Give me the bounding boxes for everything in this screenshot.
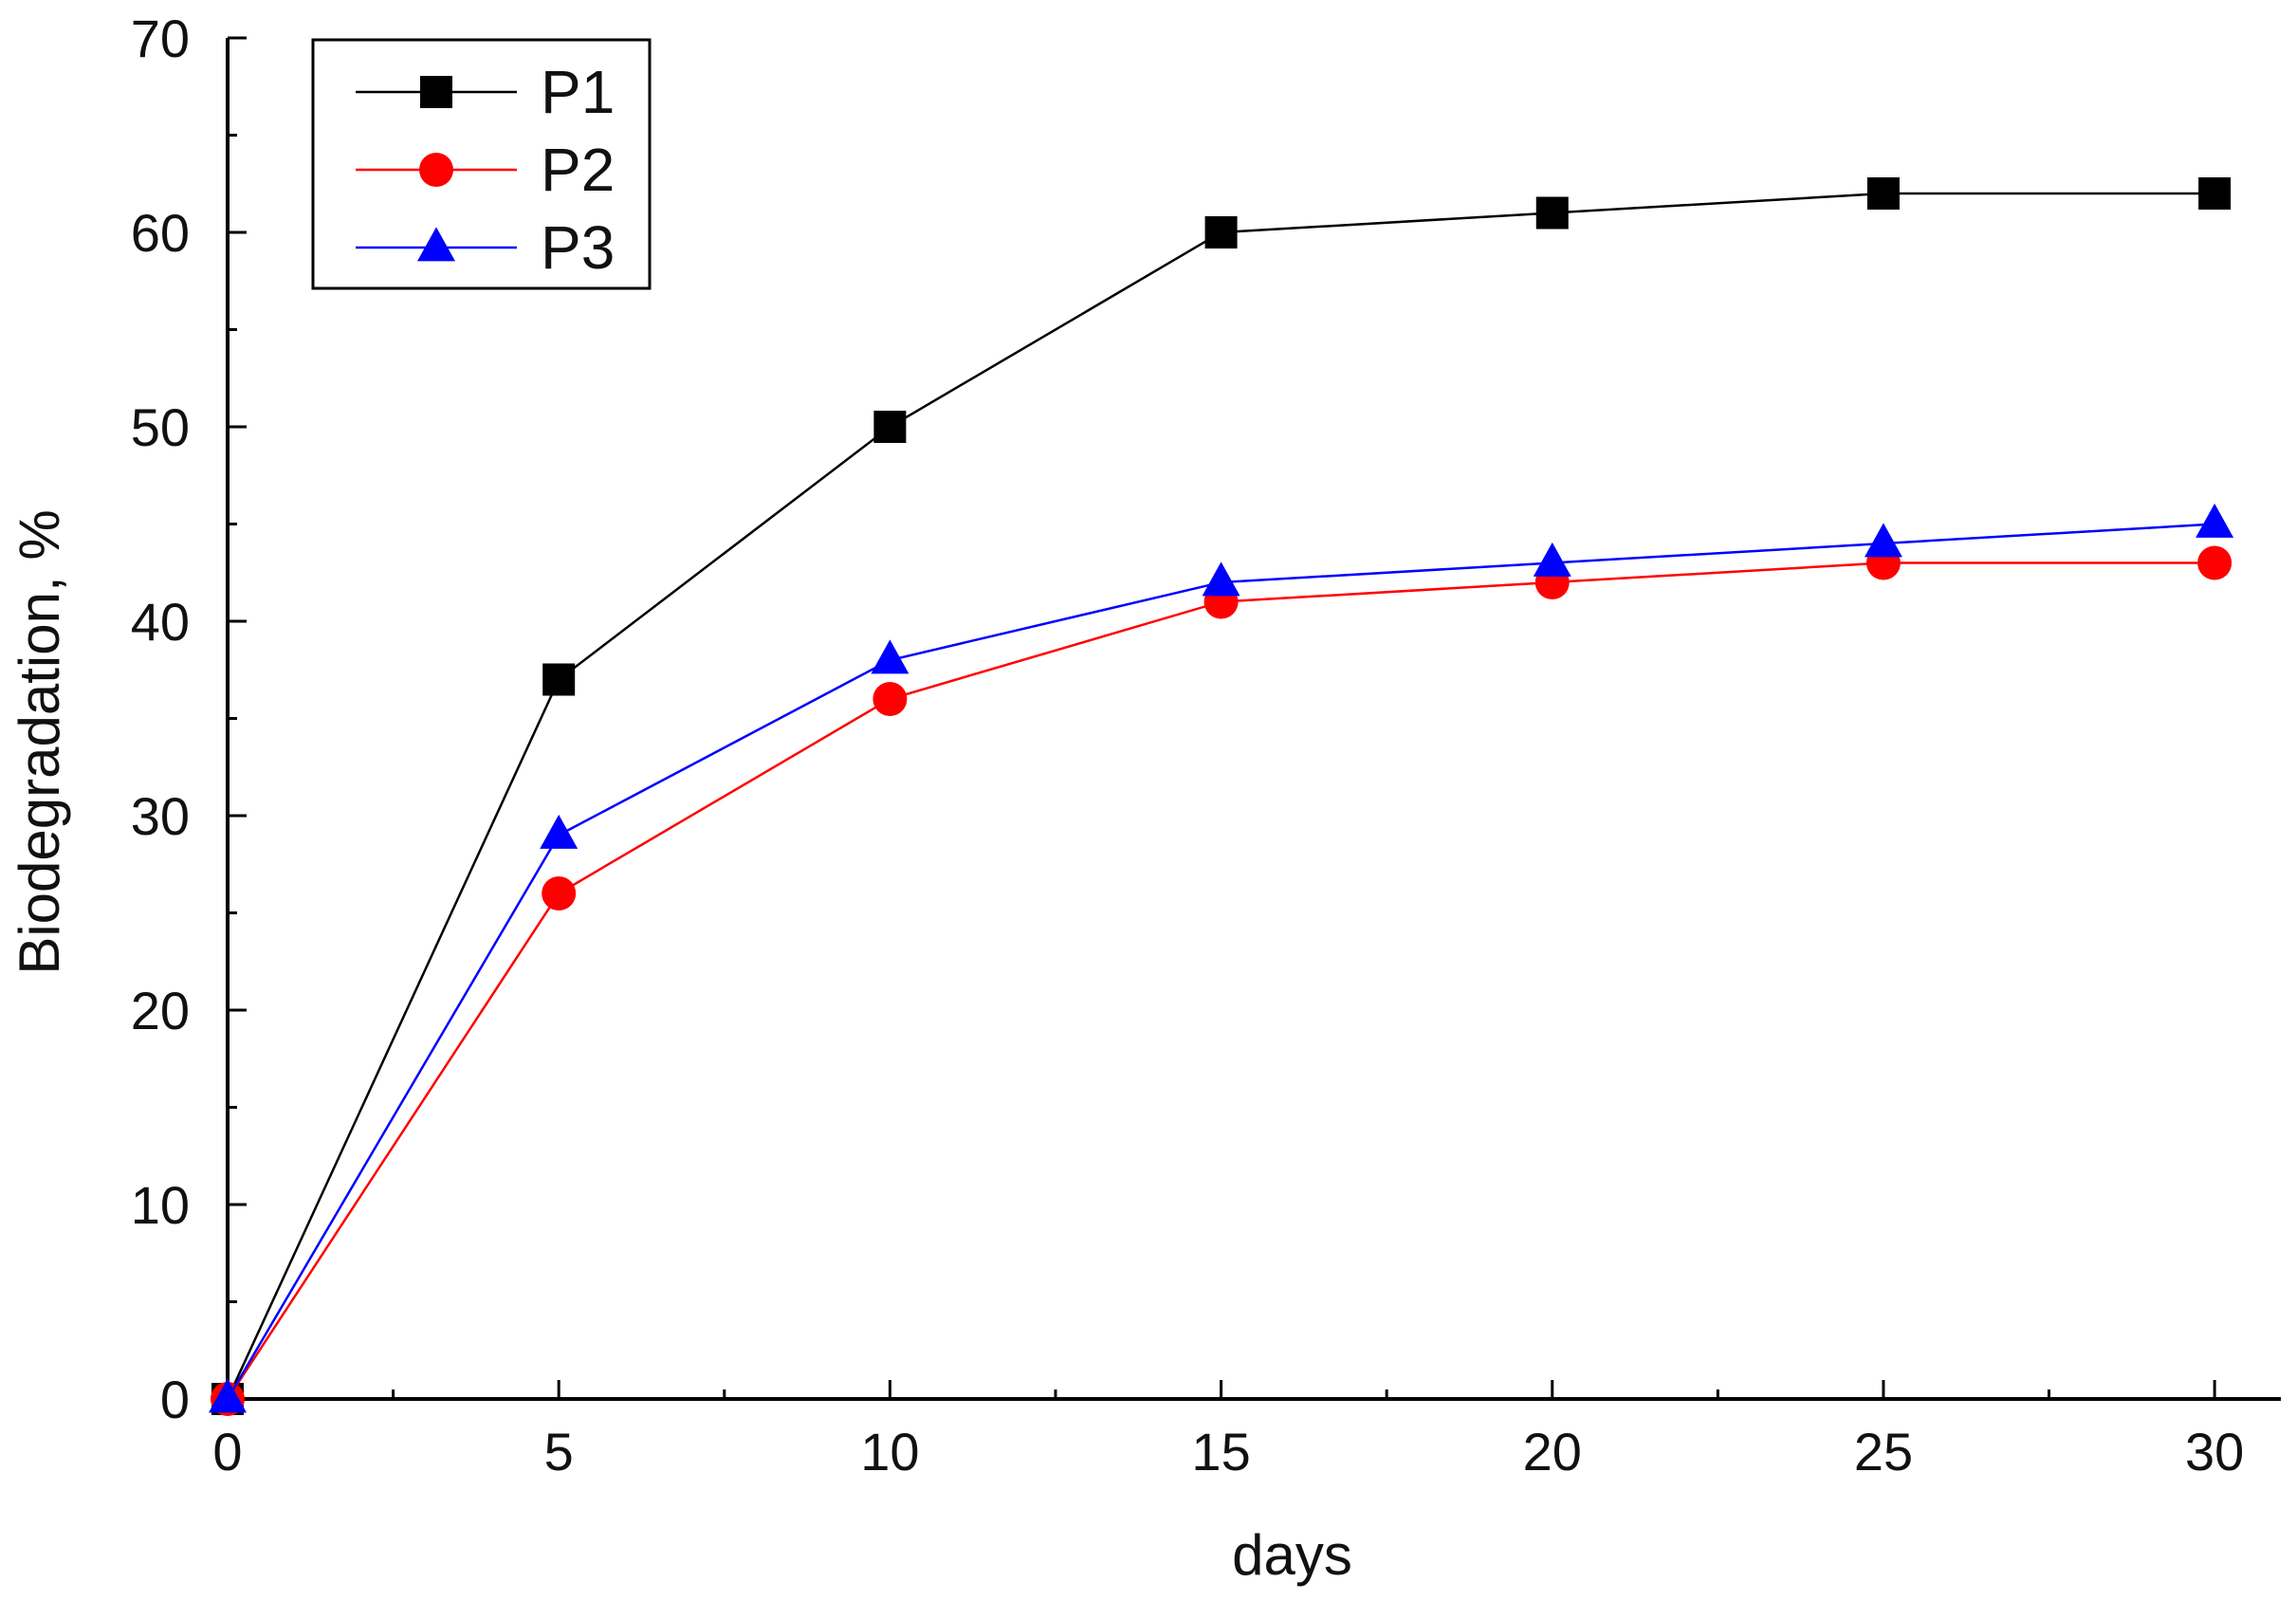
- x-tick-label: 30: [2185, 1422, 2244, 1481]
- x-tick-label: 0: [212, 1422, 242, 1481]
- legend-marker-p3: [417, 227, 455, 262]
- y-tick-label: 40: [131, 592, 190, 652]
- data-point-p2: [872, 682, 908, 716]
- legend-items: P1 P2 P3: [356, 58, 615, 282]
- data-point-p1: [1535, 196, 1569, 230]
- legend-marker-p1: [420, 76, 452, 108]
- legend-label-p2: P2: [541, 136, 615, 204]
- data-point-p2: [2197, 545, 2232, 580]
- legend-item-p1: P1: [356, 58, 615, 126]
- data-point-p1: [542, 663, 576, 696]
- data-point-p1: [1866, 177, 1900, 210]
- x-tick-label: 20: [1523, 1422, 1582, 1481]
- data-point-p3: [209, 1378, 247, 1413]
- data-point-p1: [1204, 216, 1238, 248]
- legend-label-p3: P3: [541, 213, 615, 282]
- y-tick-label: 60: [131, 203, 190, 263]
- x-tick-label: 5: [544, 1422, 574, 1481]
- legend-item-p2: P2: [356, 136, 615, 204]
- series-p3: [209, 503, 2234, 1413]
- y-tick-label: 70: [131, 9, 190, 68]
- y-ticks: 0 10 20 30 40 50 60 70: [131, 9, 247, 1429]
- x-tick-label: 10: [860, 1422, 919, 1481]
- data-point-p3: [1202, 561, 1240, 597]
- data-point-p3: [2195, 503, 2234, 538]
- data-point-p1: [873, 411, 907, 443]
- data-point-p2: [542, 876, 577, 911]
- x-tick-label: 15: [1191, 1422, 1250, 1481]
- axes: 0 5 10 15 20 25 30 0 10 20 30 40 50 60 70: [131, 9, 2281, 1481]
- y-tick-label: 10: [131, 1175, 190, 1235]
- y-tick-label: 30: [131, 786, 190, 846]
- y-tick-label: 20: [131, 981, 190, 1040]
- y-axis-title: Biodegradation, %: [8, 509, 71, 974]
- plot-series: [209, 177, 2234, 1416]
- y-tick-label: 0: [160, 1370, 190, 1429]
- data-point-p3: [1864, 523, 1902, 558]
- data-point-p3: [540, 814, 579, 849]
- series-p1: [211, 177, 2232, 1415]
- x-axis-title: days: [1232, 1523, 1352, 1587]
- legend-label-p1: P1: [541, 58, 615, 126]
- data-point-p3: [871, 639, 909, 674]
- series-p2: [211, 545, 2232, 1416]
- y-tick-label: 50: [131, 397, 190, 457]
- x-ticks: 0 5 10 15 20 25 30: [212, 1380, 2244, 1481]
- legend: P1 P2 P3: [311, 38, 652, 290]
- data-point-p1: [2198, 177, 2232, 210]
- data-point-p3: [1533, 542, 1571, 577]
- legend-marker-p2: [419, 153, 453, 187]
- x-tick-label: 25: [1854, 1422, 1913, 1481]
- legend-item-p3: P3: [356, 213, 615, 282]
